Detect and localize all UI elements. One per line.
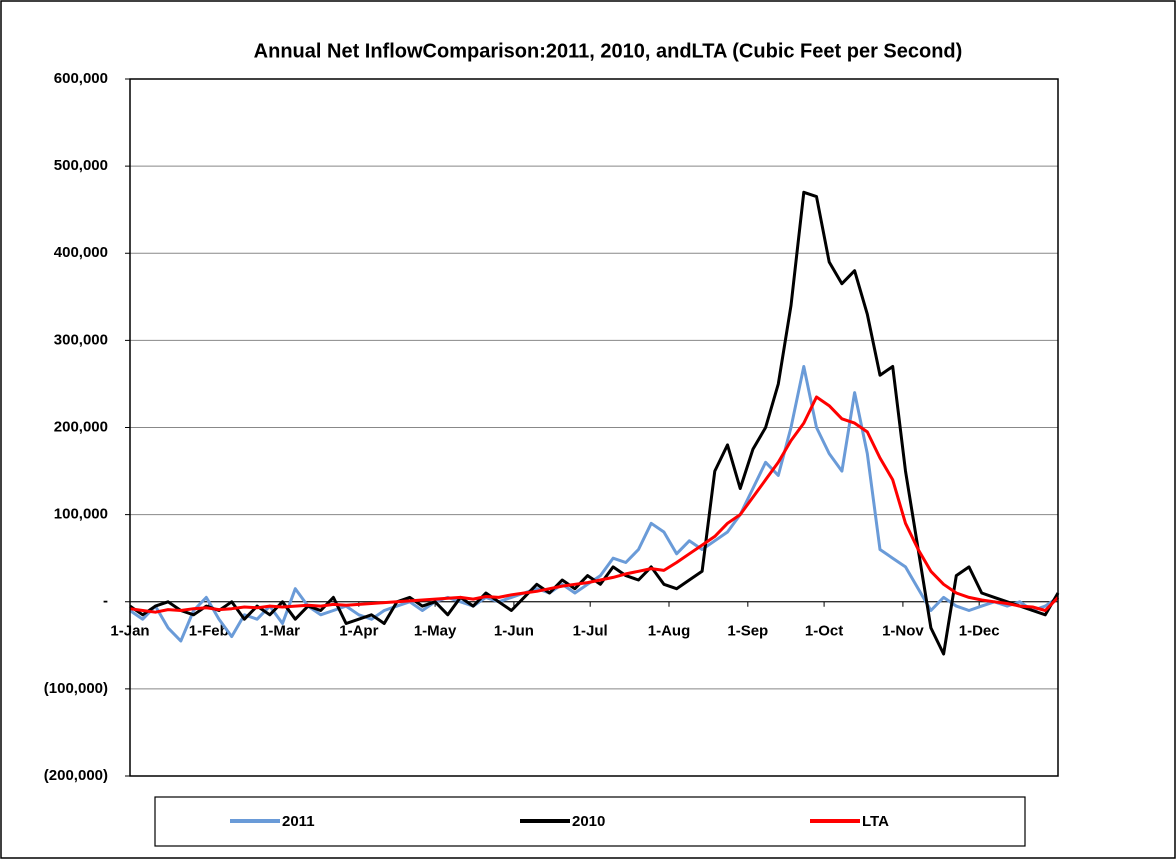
legend-label: 2011 [282, 813, 315, 830]
y-tick-label: 500,000 [54, 157, 108, 174]
x-tick-label: 1-Apr [339, 623, 378, 640]
x-tick-label: 1-Aug [648, 623, 691, 640]
y-tick-label: 100,000 [54, 506, 108, 523]
legend-label: 2010 [572, 813, 605, 830]
x-tick-label: 1-Oct [805, 623, 843, 640]
y-tick-label: 200,000 [54, 418, 108, 435]
y-tick-label: - [103, 593, 108, 610]
x-tick-label: 1-Mar [260, 623, 300, 640]
legend-box [154, 796, 1026, 847]
y-tick-label: (200,000) [44, 767, 108, 784]
legend-label: LTA [862, 813, 889, 830]
series-line [129, 395, 1060, 614]
x-tick-label: 1-Feb [189, 623, 229, 640]
y-tick-label: 600,000 [54, 70, 108, 87]
x-tick-label: 1-Nov [882, 623, 924, 640]
x-tick-label: 1-May [414, 623, 457, 640]
x-tick-label: 1-Sep [727, 623, 768, 640]
y-tick-label: 300,000 [54, 331, 108, 348]
y-tick-label: 400,000 [54, 244, 108, 261]
x-tick-label: 1-Jul [573, 623, 608, 640]
y-tick-label: (100,000) [44, 680, 108, 697]
x-tick-label: 1-Dec [959, 623, 1000, 640]
plot-border [129, 78, 1059, 777]
chart-title: Annual Net InflowComparison:2011, 2010, … [254, 40, 963, 62]
x-tick-label: 1-Jun [494, 623, 534, 640]
